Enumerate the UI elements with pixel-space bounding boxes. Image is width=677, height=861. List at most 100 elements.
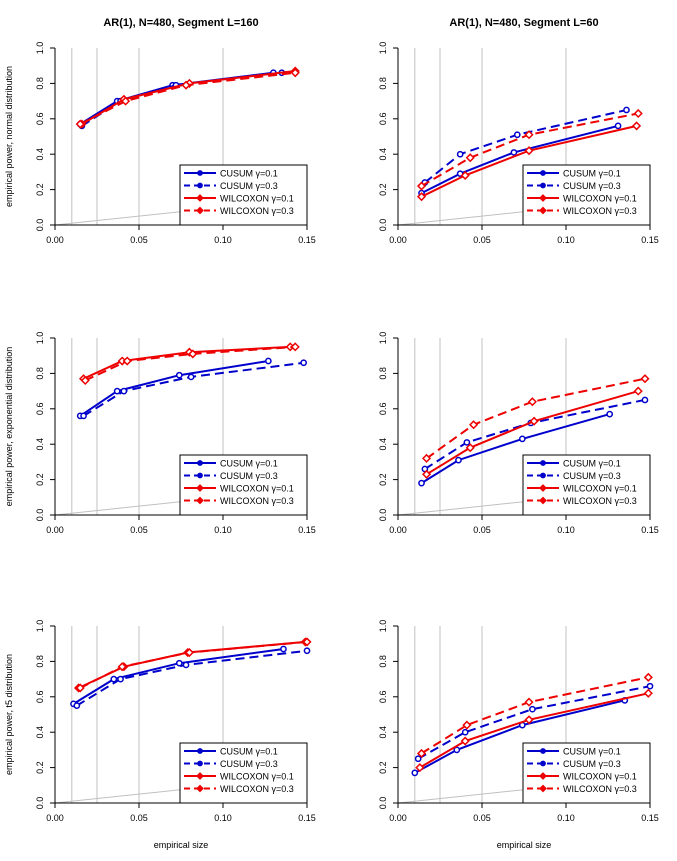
x-tick-label: 0.10 [557,235,575,245]
data-point [117,662,127,672]
data-point [529,416,539,426]
x-tick-label: 0.00 [389,235,407,245]
y-tick-label: 0.8 [378,77,388,90]
y-tick-label: 1.0 [35,332,45,345]
series-line-1 [421,124,619,194]
data-point [421,469,432,479]
legend-label: WILCOXON γ=0.1 [563,772,637,782]
x-tick-label: 0.10 [214,235,232,245]
y-tick-label: 0.6 [35,113,45,126]
y-tick-label: 0.0 [378,219,388,232]
legend-marker [540,760,546,767]
x-tick-label: 0.05 [130,525,148,535]
legend-label: WILCOXON γ=0.3 [220,206,294,216]
y-tick-label: 0.0 [35,797,45,810]
panel-3-2: 0.0 0.2 0.4 0.6 0.8 1.0 0.00 0.05 0.10 0.15 CUSUM … [378,620,659,850]
data-point [643,672,653,682]
x-tick-label: 0.00 [46,235,64,245]
series-line-2 [76,649,308,707]
data-point [524,715,534,725]
data-point [80,375,90,386]
series-line-2 [417,685,651,760]
legend-marker [196,206,204,215]
legend-marker [539,484,547,492]
legend-label: WILCOXON γ=0.1 [563,484,637,494]
data-point [188,349,198,359]
series-line-3 [419,692,649,769]
legend-label: CUSUM γ=0.1 [220,747,278,757]
data-point [461,728,469,736]
x-tick-label: 0.05 [473,235,491,245]
data-point [463,439,471,446]
data-point [462,720,472,730]
legend-marker [196,784,204,793]
legend-label: CUSUM γ=0.3 [563,181,621,191]
data-point [75,119,85,129]
data-point [415,763,425,773]
legend-label: CUSUM γ=0.1 [220,459,278,469]
x-tick-label: 0.15 [298,813,316,823]
series-line-1 [420,413,610,484]
y-tick-label: 0.0 [35,509,45,522]
data-point [182,661,190,669]
y-tick-label: 0.8 [35,367,45,380]
legend-label: WILCOXON γ=0.3 [220,784,294,794]
y-axis-label: empirical power, t5 distribution [4,654,14,775]
data-point [640,374,650,384]
legend-label: CUSUM γ=0.3 [220,181,278,191]
series-line-1 [414,699,626,774]
y-tick-label: 0.4 [35,726,45,739]
legend: CUSUM γ=0.1 CUSUM γ=0.3 WILCOXON γ=0.1 WILC… [522,742,651,804]
y-tick-label: 0.8 [35,655,45,668]
x-tick-label: 0.15 [641,235,659,245]
legend-marker [539,496,547,505]
data-point [110,675,118,683]
legend-label: CUSUM γ=0.3 [563,759,621,769]
data-point [411,769,419,777]
legend-label: CUSUM γ=0.1 [220,169,278,179]
x-tick-label: 0.10 [214,525,232,535]
panel-2-2: 0.0 0.2 0.4 0.6 0.8 1.0 0.00 0.05 0.10 0.15 CUSUM … [378,332,659,535]
legend-marker [540,748,546,754]
x-tick-label: 0.05 [130,235,148,245]
legend: CUSUM γ=0.1 CUSUM γ=0.3 WILCOXON γ=0.1 WILC… [522,454,651,516]
legend-marker [539,772,547,780]
data-point [80,412,87,420]
legend-marker [197,170,203,176]
data-point [460,736,470,746]
legend-label: CUSUM γ=0.3 [220,759,278,769]
data-point [303,647,311,655]
data-point [120,387,128,395]
legend-marker [197,748,203,754]
legend-label: WILCOXON γ=0.1 [220,772,294,782]
series-line-1 [79,360,269,417]
y-tick-label: 0.2 [378,473,388,486]
legend-marker [197,760,203,767]
legend-label: CUSUM γ=0.3 [220,471,278,481]
y-tick-label: 0.2 [378,761,388,774]
x-tick-label: 0.00 [389,813,407,823]
series-line-2 [81,71,282,127]
series-line-2 [424,398,646,470]
y-tick-label: 0.4 [378,148,388,161]
series-line-4 [79,640,308,689]
data-point [113,387,121,395]
data-point [453,746,461,754]
data-point [524,697,534,707]
y-tick-label: 0.0 [378,509,388,522]
legend: CUSUM γ=0.1 CUSUM γ=0.3 WILCOXON γ=0.1 WILC… [179,454,308,516]
x-tick-label: 0.10 [214,813,232,823]
data-point [414,755,422,763]
legend-marker [540,460,546,466]
x-axis-label: empirical size [497,840,552,850]
series-line-1 [79,71,274,125]
y-tick-label: 1.0 [378,42,388,55]
panel-1-1: 0.0 0.2 0.4 0.6 0.8 1.0 0.00 0.05 0.10 0.15 CUSUM … [4,17,316,245]
series-line-3 [421,124,637,198]
panel-title: AR(1), N=480, Segment L=60 [449,17,598,29]
data-point [122,356,132,366]
x-tick-label: 0.15 [298,235,316,245]
data-point [187,373,195,381]
x-tick-label: 0.05 [130,813,148,823]
y-tick-label: 1.0 [35,620,45,633]
